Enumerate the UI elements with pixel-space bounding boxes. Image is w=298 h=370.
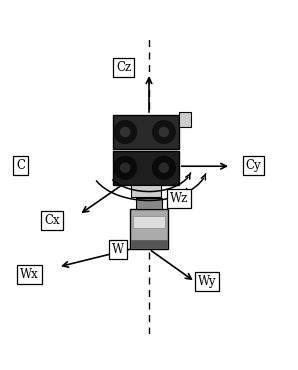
Bar	[131, 240, 167, 248]
Text: Cy: Cy	[246, 159, 261, 172]
Bar	[136, 198, 162, 209]
Bar	[133, 216, 165, 228]
Text: Wz: Wz	[170, 192, 188, 205]
Circle shape	[121, 163, 130, 172]
Circle shape	[114, 157, 136, 179]
Text: C: C	[16, 159, 25, 172]
Text: Cz: Cz	[116, 61, 131, 74]
Text: Wy: Wy	[198, 275, 216, 288]
Circle shape	[121, 127, 130, 137]
Bar	[113, 151, 179, 185]
Text: Wx: Wx	[21, 268, 39, 281]
Text: Cx: Cx	[44, 214, 60, 227]
Bar	[113, 115, 179, 149]
Circle shape	[153, 157, 175, 179]
Text: W: W	[112, 243, 124, 256]
Circle shape	[153, 121, 175, 143]
Circle shape	[159, 163, 168, 172]
Circle shape	[159, 127, 168, 137]
Circle shape	[114, 121, 136, 143]
Bar	[131, 185, 161, 197]
Bar	[130, 209, 168, 249]
Bar	[179, 112, 191, 127]
